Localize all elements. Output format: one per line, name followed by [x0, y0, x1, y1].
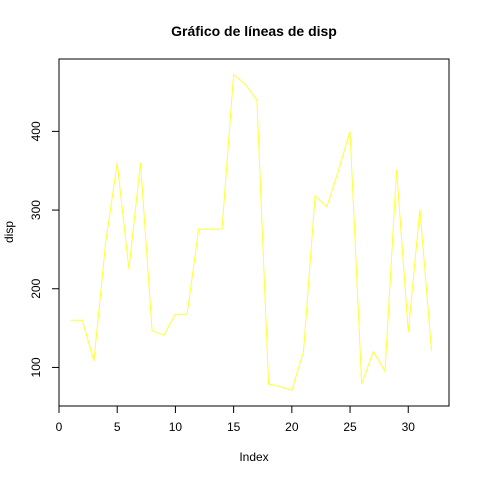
y-tick-label: 300 — [29, 200, 43, 220]
y-tick-label: 400 — [29, 121, 43, 141]
x-tick-label: 5 — [114, 420, 121, 434]
data-points — [70, 74, 433, 391]
chart-title: Gráfico de líneas de disp — [171, 23, 337, 39]
x-tick-label: 10 — [169, 420, 183, 434]
y-axis: 100 200 300 400 — [29, 121, 60, 377]
x-tick-label: 15 — [227, 420, 241, 434]
x-tick-label: 0 — [56, 420, 63, 434]
plot-frame — [58, 58, 450, 407]
series-line-disp — [70, 73, 432, 391]
y-tick-label: 200 — [29, 278, 43, 298]
x-tick-label: 30 — [402, 420, 416, 434]
x-tick-label: 25 — [343, 420, 357, 434]
x-axis: 0 5 10 15 20 25 30 — [56, 405, 416, 434]
x-axis-label: Index — [239, 450, 268, 464]
x-tick-label: 20 — [285, 420, 299, 434]
y-tick-label: 100 — [29, 357, 43, 377]
y-axis-label: disp — [2, 221, 16, 243]
